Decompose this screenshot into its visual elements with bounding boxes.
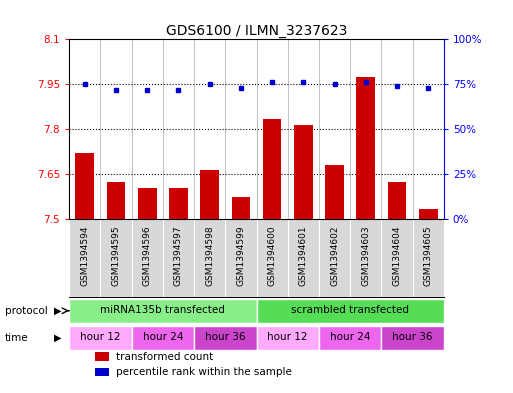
Text: scrambled transfected: scrambled transfected	[291, 305, 409, 315]
Bar	[319, 325, 381, 350]
Text: GSM1394602: GSM1394602	[330, 226, 339, 286]
Text: ▶: ▶	[54, 333, 62, 343]
Bar	[381, 325, 444, 350]
Bar	[75, 153, 94, 219]
Bar	[69, 219, 101, 297]
Text: GSM1394596: GSM1394596	[143, 226, 152, 286]
Bar	[288, 219, 319, 297]
Bar	[388, 182, 406, 219]
Text: protocol: protocol	[5, 306, 48, 316]
Bar	[107, 182, 126, 219]
Text: GSM1394605: GSM1394605	[424, 226, 432, 286]
Text: GSM1394595: GSM1394595	[111, 226, 121, 286]
Bar	[231, 197, 250, 219]
Bar	[256, 219, 288, 297]
Bar	[381, 219, 412, 297]
Bar	[132, 325, 194, 350]
Bar	[319, 219, 350, 297]
Text: GSM1394603: GSM1394603	[361, 226, 370, 286]
Bar	[325, 165, 344, 219]
Text: GSM1394598: GSM1394598	[205, 226, 214, 286]
Text: GSM1394604: GSM1394604	[392, 226, 402, 286]
Bar	[95, 368, 109, 376]
Text: miRNA135b transfected: miRNA135b transfected	[101, 305, 225, 315]
Text: GSM1394599: GSM1394599	[236, 226, 245, 286]
Bar	[163, 219, 194, 297]
Bar	[294, 125, 312, 219]
Text: percentile rank within the sample: percentile rank within the sample	[116, 367, 292, 377]
Bar	[225, 219, 256, 297]
Bar	[412, 219, 444, 297]
Text: ▶: ▶	[54, 306, 62, 316]
Bar	[350, 219, 381, 297]
Bar	[138, 188, 156, 219]
Bar	[194, 325, 256, 350]
Text: hour 12: hour 12	[267, 332, 308, 342]
Bar	[200, 170, 219, 219]
Title: GDS6100 / ILMN_3237623: GDS6100 / ILMN_3237623	[166, 24, 347, 38]
Bar	[69, 325, 132, 350]
Text: hour 36: hour 36	[205, 332, 246, 342]
Bar	[132, 219, 163, 297]
Text: hour 36: hour 36	[392, 332, 433, 342]
Bar	[263, 119, 282, 219]
Bar	[419, 209, 438, 219]
Bar	[95, 353, 109, 361]
Bar	[69, 299, 256, 323]
Text: time: time	[5, 333, 29, 343]
Text: transformed count: transformed count	[116, 352, 213, 362]
Text: hour 12: hour 12	[80, 332, 121, 342]
Bar	[256, 325, 319, 350]
Text: GSM1394597: GSM1394597	[174, 226, 183, 286]
Bar	[101, 219, 132, 297]
Bar	[169, 188, 188, 219]
Bar	[357, 77, 375, 219]
Bar	[194, 219, 225, 297]
Text: hour 24: hour 24	[330, 332, 370, 342]
Text: GSM1394594: GSM1394594	[81, 226, 89, 286]
Bar	[256, 299, 444, 323]
Text: hour 24: hour 24	[143, 332, 183, 342]
Text: GSM1394600: GSM1394600	[268, 226, 277, 286]
Text: GSM1394601: GSM1394601	[299, 226, 308, 286]
